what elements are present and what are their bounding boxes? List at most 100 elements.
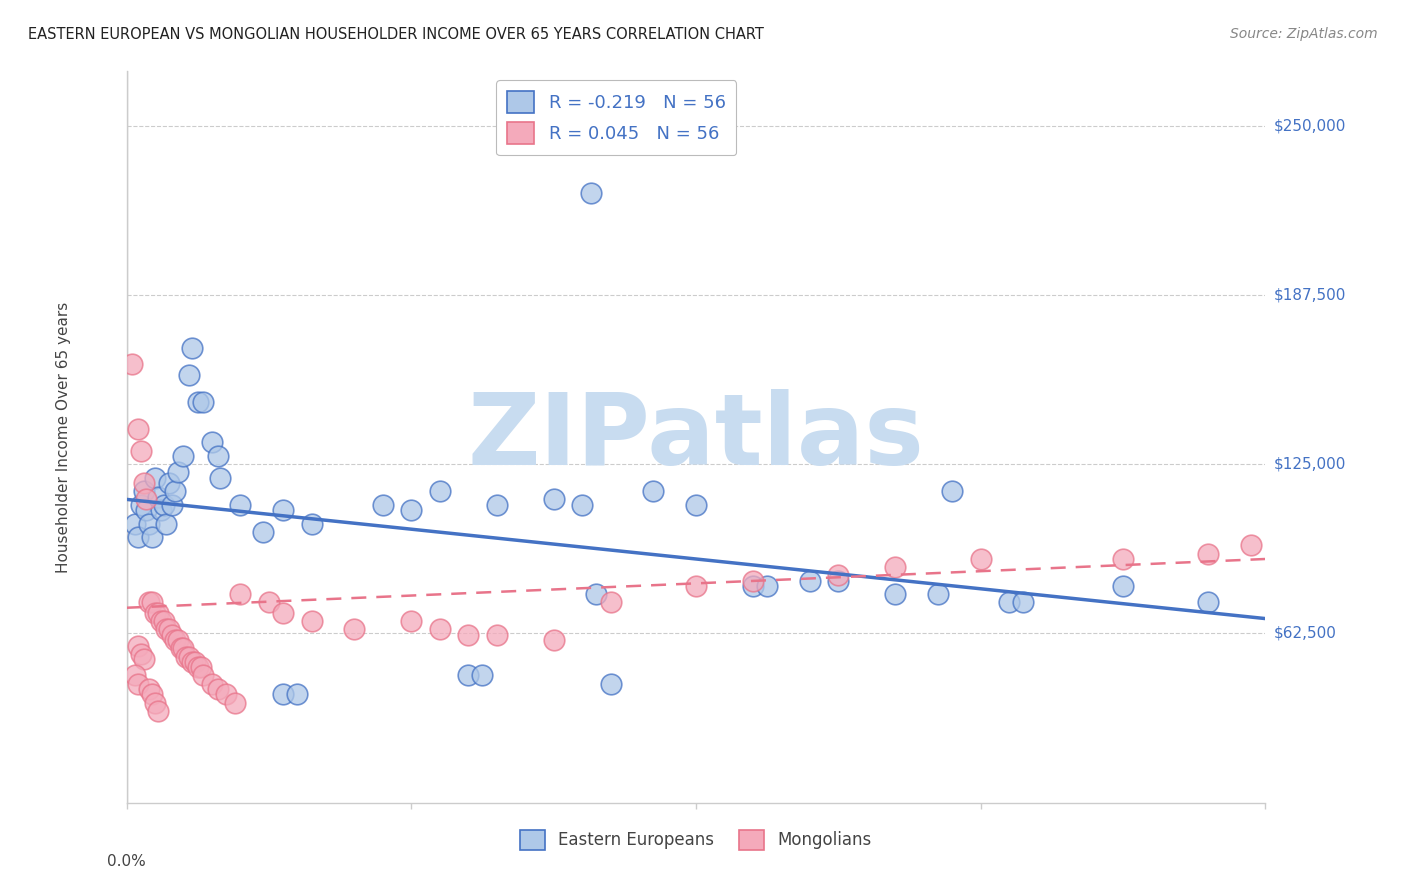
Point: [207, 681, 229, 696]
Point: [155, 623, 177, 637]
Point: [149, 615, 172, 629]
Point: [146, 490, 169, 504]
Point: [401, 503, 423, 517]
Point: [599, 676, 621, 690]
Point: [1112, 579, 1135, 593]
Point: [146, 606, 169, 620]
Point: [176, 649, 198, 664]
Point: [138, 595, 160, 609]
Point: [143, 696, 166, 710]
Point: [457, 668, 479, 682]
Point: [141, 595, 163, 609]
Point: [343, 623, 366, 637]
Point: [201, 676, 224, 690]
Point: [485, 628, 508, 642]
Point: [471, 668, 494, 682]
Text: $125,000: $125,000: [1274, 457, 1346, 472]
Point: [124, 516, 146, 531]
Point: [169, 641, 191, 656]
Point: [152, 615, 174, 629]
Point: [127, 422, 149, 436]
Point: [141, 688, 163, 702]
Text: EASTERN EUROPEAN VS MONGOLIAN HOUSEHOLDER INCOME OVER 65 YEARS CORRELATION CHART: EASTERN EUROPEAN VS MONGOLIAN HOUSEHOLDE…: [28, 27, 763, 42]
Text: $250,000: $250,000: [1274, 118, 1346, 133]
Point: [138, 516, 160, 531]
Point: [146, 704, 169, 718]
Point: [941, 484, 963, 499]
Point: [884, 587, 907, 601]
Point: [401, 615, 423, 629]
Point: [129, 647, 152, 661]
Point: [742, 574, 765, 588]
Point: [287, 688, 309, 702]
Point: [163, 633, 186, 648]
Text: ZIPatlas: ZIPatlas: [468, 389, 924, 485]
Point: [172, 641, 194, 656]
Point: [799, 574, 821, 588]
Point: [579, 186, 602, 201]
Point: [129, 498, 152, 512]
Point: [184, 655, 207, 669]
Point: [166, 633, 188, 648]
Point: [599, 595, 621, 609]
Point: [1198, 595, 1220, 609]
Point: [143, 606, 166, 620]
Point: [132, 652, 155, 666]
Point: [301, 615, 323, 629]
Point: [429, 623, 451, 637]
Point: [193, 395, 215, 409]
Text: $62,500: $62,500: [1274, 626, 1337, 641]
Point: [457, 628, 479, 642]
Point: [543, 492, 565, 507]
Point: [141, 530, 163, 544]
Point: [224, 696, 246, 710]
Point: [970, 552, 993, 566]
Point: [585, 587, 607, 601]
Point: [135, 503, 157, 517]
Point: [201, 435, 224, 450]
Point: [187, 660, 209, 674]
Point: [149, 503, 172, 517]
Point: [271, 503, 294, 517]
Point: [485, 498, 508, 512]
Point: [685, 498, 707, 512]
Point: [209, 471, 232, 485]
Point: [543, 633, 565, 648]
Point: [998, 595, 1021, 609]
Point: [127, 530, 149, 544]
Point: [756, 579, 779, 593]
Point: [252, 524, 274, 539]
Text: Householder Income Over 65 years: Householder Income Over 65 years: [56, 301, 72, 573]
Point: [271, 606, 294, 620]
Point: [927, 587, 949, 601]
Point: [301, 516, 323, 531]
Point: [187, 395, 209, 409]
Point: [429, 484, 451, 499]
Point: [371, 498, 394, 512]
Point: [181, 341, 204, 355]
Point: [179, 368, 201, 382]
Point: [132, 476, 155, 491]
Point: [827, 568, 849, 582]
Point: [166, 465, 188, 479]
Point: [157, 623, 180, 637]
Point: [884, 560, 907, 574]
Point: [827, 574, 849, 588]
Point: [1240, 538, 1263, 552]
Point: [127, 639, 149, 653]
Point: [138, 681, 160, 696]
Text: Source: ZipAtlas.com: Source: ZipAtlas.com: [1230, 27, 1378, 41]
Point: [124, 668, 146, 682]
Point: [160, 628, 183, 642]
Point: [155, 516, 177, 531]
Point: [143, 471, 166, 485]
Point: [121, 357, 143, 371]
Point: [181, 655, 204, 669]
Point: [172, 449, 194, 463]
Point: [685, 579, 707, 593]
Point: [1198, 547, 1220, 561]
Point: [229, 498, 252, 512]
Point: [163, 484, 186, 499]
Point: [132, 484, 155, 499]
Point: [135, 492, 157, 507]
